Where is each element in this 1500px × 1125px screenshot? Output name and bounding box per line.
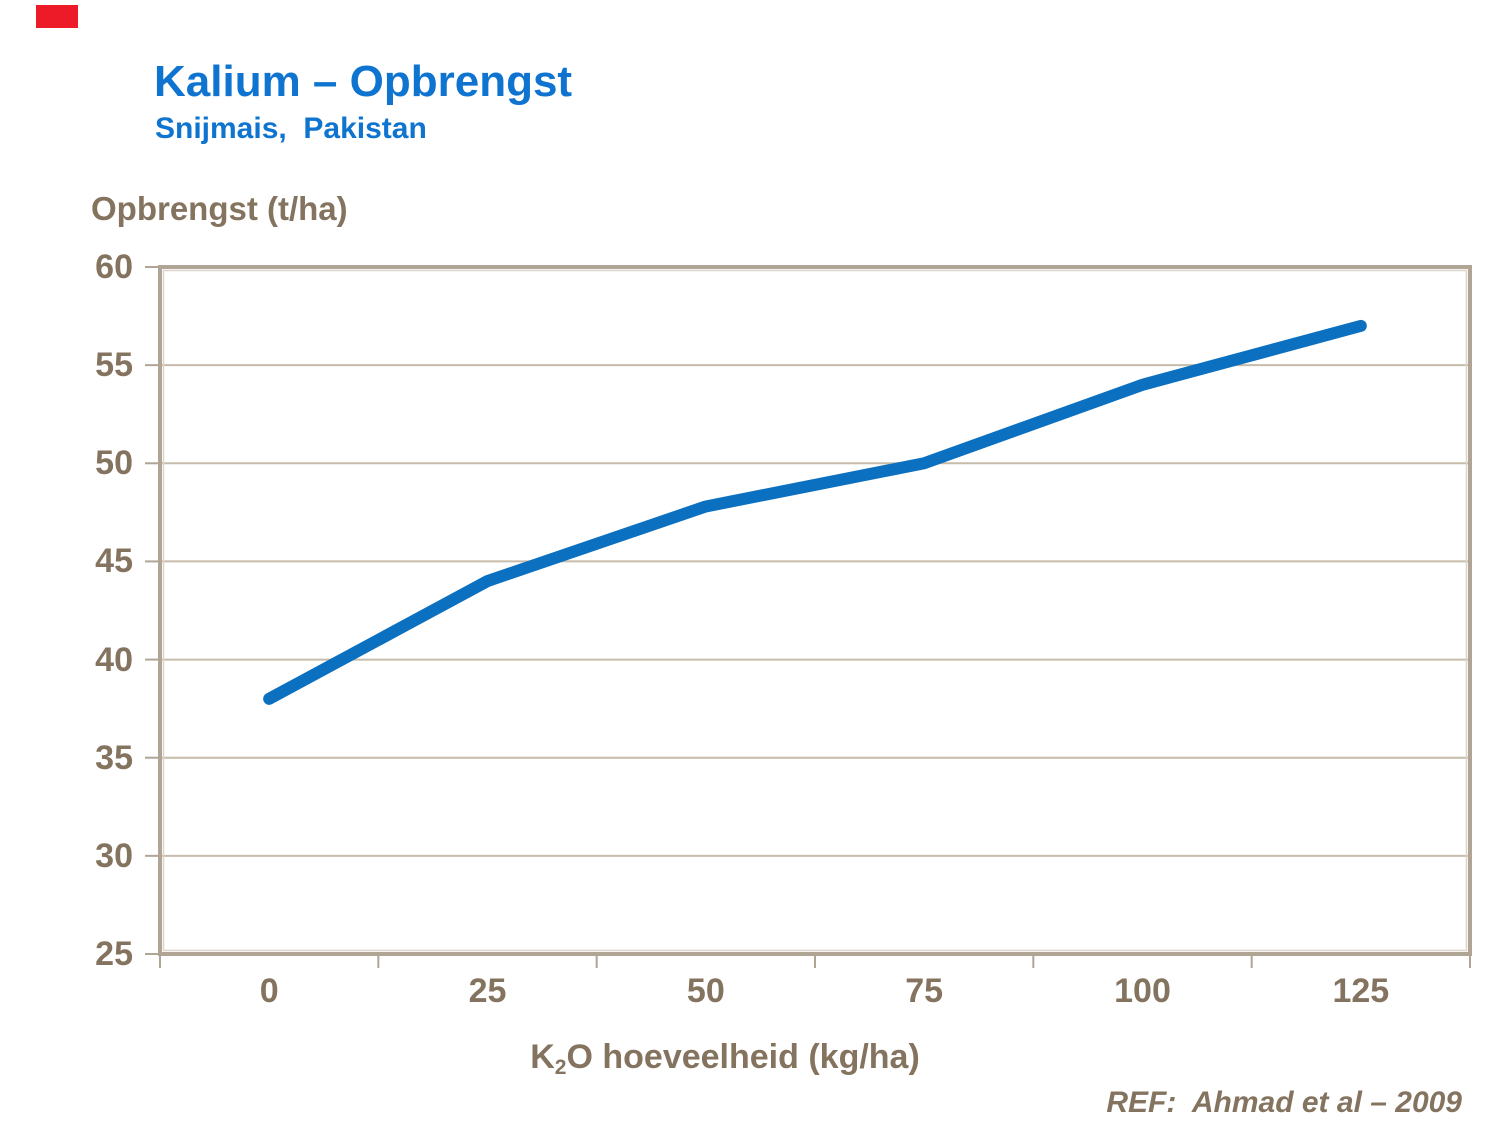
y-tick-label: 35 (95, 738, 133, 777)
y-tick-label: 30 (95, 836, 133, 875)
x-tick-label: 100 (1114, 972, 1171, 1010)
plot-border (158, 265, 1472, 956)
x-axis-title-post: O hoeveelheid (kg/ha) (566, 1038, 920, 1076)
record-indicator-bar (36, 5, 78, 28)
y-tick-label: 45 (95, 542, 133, 581)
reference-text: REF: Ahmad et al – 2009 (1106, 1086, 1462, 1119)
y-axis-title: Opbrengst (t/ha) (91, 190, 348, 227)
y-tick-label: 55 (95, 346, 133, 385)
chart-subtitle: Snijmais, Pakistan (155, 112, 427, 145)
x-axis-title-pre: K (530, 1038, 555, 1076)
y-tick-label: 25 (95, 935, 133, 973)
x-axis-title-subscript: 2 (554, 1055, 567, 1079)
x-tick-label: 125 (1332, 972, 1390, 1010)
plot-border-highlight (162, 269, 1468, 952)
x-tick-label: 50 (686, 972, 725, 1010)
y-tick-label: 40 (95, 640, 133, 679)
x-tick-label: 0 (259, 972, 279, 1010)
y-tick-label: 60 (95, 248, 133, 286)
y-tick-label: 50 (95, 444, 133, 483)
chart-title: Kalium – Opbrengst (154, 57, 573, 106)
x-tick-label: 25 (468, 972, 507, 1010)
x-tick-label: 75 (905, 972, 944, 1010)
data-line-opbrengst (263, 319, 1367, 705)
x-axis-title: K2O hoeveelheid (kg/ha) (450, 1038, 1000, 1080)
